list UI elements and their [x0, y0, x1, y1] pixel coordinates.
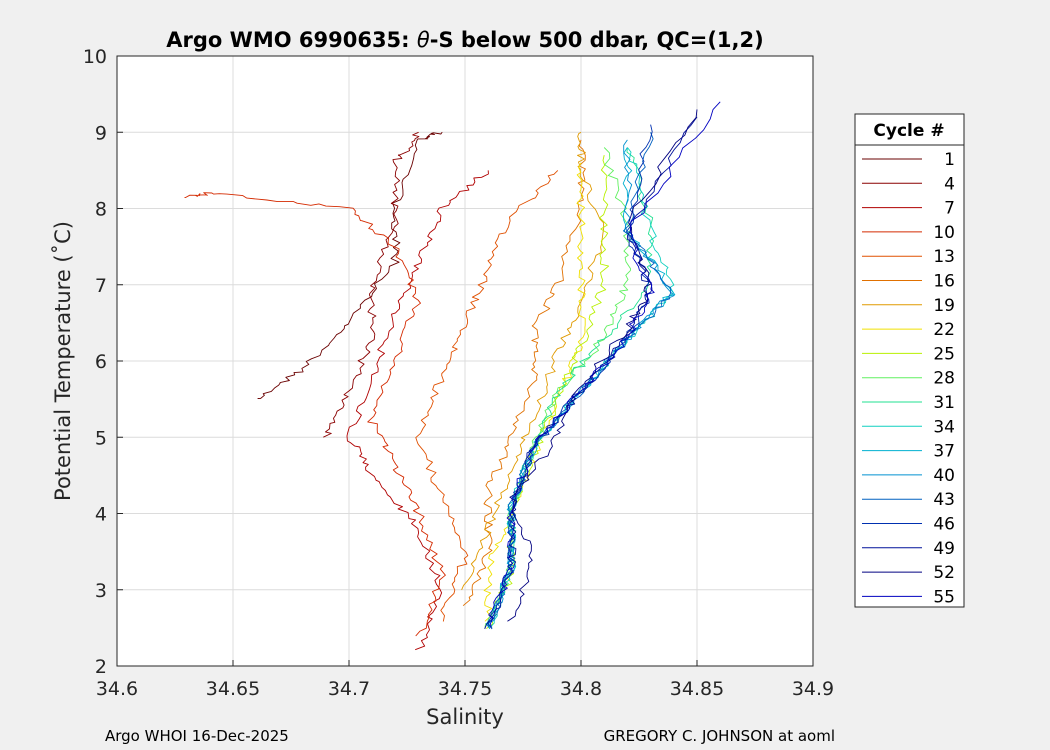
y-axis-label: Potential Temperature (˚C): [51, 221, 75, 501]
legend-label-16: 16: [933, 272, 955, 292]
legend-label-22: 22: [933, 320, 955, 340]
footer-right: GREGORY C. JOHNSON at aoml: [604, 727, 835, 745]
y-tick-label: 9: [95, 122, 107, 144]
x-tick-label: 34.7: [328, 678, 370, 700]
series-line-cycle-4: [323, 131, 420, 438]
series-line-cycle-1: [257, 131, 443, 399]
legend-title: Cycle #: [873, 121, 944, 141]
legend-label-7: 7: [944, 199, 955, 219]
series-line-cycle-13: [415, 170, 559, 622]
legend-label-43: 43: [933, 490, 955, 510]
legend-label-25: 25: [933, 344, 955, 364]
legend-label-49: 49: [933, 539, 955, 559]
x-tick-label: 34.85: [670, 678, 724, 700]
series-line-cycle-55: [488, 101, 721, 628]
series-line-cycle-19: [461, 131, 605, 591]
footer-left: Argo WHOI 16-Dec-2025: [105, 727, 289, 745]
legend-label-10: 10: [933, 223, 955, 243]
y-tick-label: 10: [83, 46, 107, 68]
series-line-cycle-43: [487, 132, 672, 627]
plot-frame: [116, 55, 814, 667]
y-tick-label: 8: [95, 199, 107, 221]
y-tick-label: 5: [95, 427, 107, 449]
legend-label-55: 55: [933, 587, 955, 607]
y-tick-label: 3: [95, 580, 107, 602]
legend-label-34: 34: [933, 417, 955, 437]
x-tick-label: 34.65: [206, 678, 260, 700]
y-tick-label: 7: [95, 275, 107, 297]
series-line-cycle-52: [507, 109, 698, 622]
legend-box: [854, 113, 965, 608]
x-tick-label: 34.8: [560, 678, 602, 700]
x-tick-label: 34.6: [96, 678, 138, 700]
legend: Cycle # 1 4 7 10 13 16 19 22 25 28 31 34 37 40 43 46 49 5…: [854, 113, 965, 608]
legend-label-46: 46: [933, 515, 955, 535]
y-tick-label: 4: [95, 504, 107, 526]
x-axis-label: Salinity: [426, 705, 504, 729]
legend-items: 1 4 7 10 13 16 19 22 25 28 31 34 37 40 43 46 49 52 55: [862, 150, 955, 607]
series-line-cycle-22: [483, 162, 586, 622]
legend-label-37: 37: [933, 442, 955, 462]
x-tick-label: 34.75: [438, 678, 492, 700]
legend-label-19: 19: [933, 296, 955, 316]
legend-label-13: 13: [933, 247, 955, 267]
legend-label-1: 1: [944, 150, 955, 170]
x-tick-label: 34.9: [792, 678, 834, 700]
series-line-cycle-49: [484, 116, 698, 630]
series-line-cycle-7: [346, 170, 489, 651]
chart-title: Argo WMO 6990635: θ-S below 500 dbar, QC…: [166, 28, 763, 52]
series-line-cycle-10: [184, 192, 446, 637]
y-tick-label: 6: [95, 351, 107, 373]
legend-label-40: 40: [933, 466, 955, 486]
x-tick-labels: 34.6 34.65 34.7 34.75 34.8 34.85 34.9: [96, 678, 834, 700]
legend-label-4: 4: [944, 174, 955, 194]
y-tick-label: 2: [95, 656, 107, 678]
legend-label-28: 28: [933, 369, 955, 389]
y-tick-labels: 2 3 4 5 6 7 8 9 10: [83, 46, 107, 678]
legend-label-52: 52: [933, 563, 955, 583]
legend-label-31: 31: [933, 393, 955, 413]
series-layer: [184, 101, 721, 651]
